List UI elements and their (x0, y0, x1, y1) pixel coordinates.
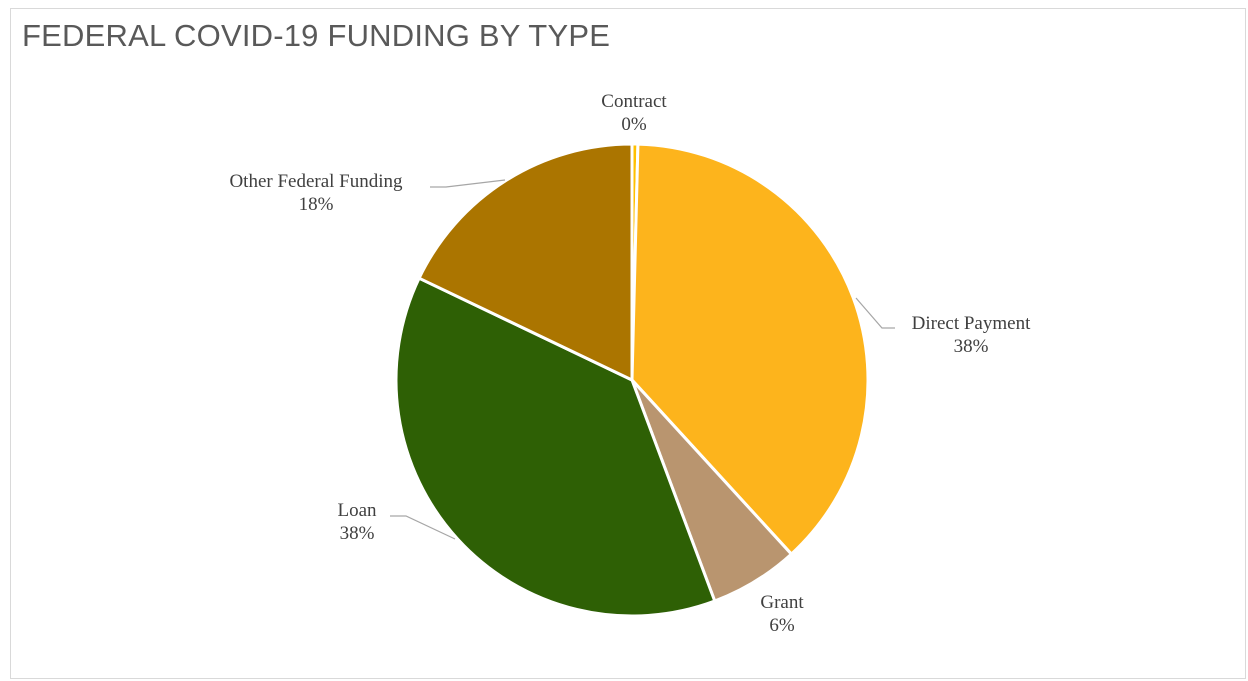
pie-slice-other-federal-funding (417, 142, 634, 382)
data-label-category: Direct Payment (912, 313, 1031, 334)
leader-line-other-federal-funding (430, 179, 506, 188)
data-label-category: Contract (601, 91, 667, 112)
data-label-direct-payment: Direct Payment 38% (912, 313, 1031, 357)
data-label-other-federal-funding: Other Federal Funding 18% (229, 171, 403, 215)
data-label-percent: 6% (769, 615, 795, 636)
data-label-percent: 38% (954, 336, 989, 357)
pie-slice-loan (394, 276, 717, 618)
leader-line-loan (390, 515, 456, 540)
data-label-percent: 18% (299, 194, 334, 215)
data-label-category: Other Federal Funding (229, 171, 403, 192)
pie-slice-direct-payment (630, 142, 870, 556)
leader-line-direct-payment (855, 297, 895, 329)
data-label-loan: Loan 38% (337, 500, 377, 544)
chart-title: FEDERAL COVID-19 FUNDING BY TYPE (22, 18, 611, 53)
data-label-contract: Contract 0% (601, 91, 667, 135)
data-label-percent: 0% (621, 114, 647, 135)
data-label-category: Grant (760, 592, 804, 613)
data-label-grant: Grant 6% (760, 592, 804, 636)
data-label-percent: 38% (340, 523, 375, 544)
data-label-category: Loan (337, 500, 377, 521)
